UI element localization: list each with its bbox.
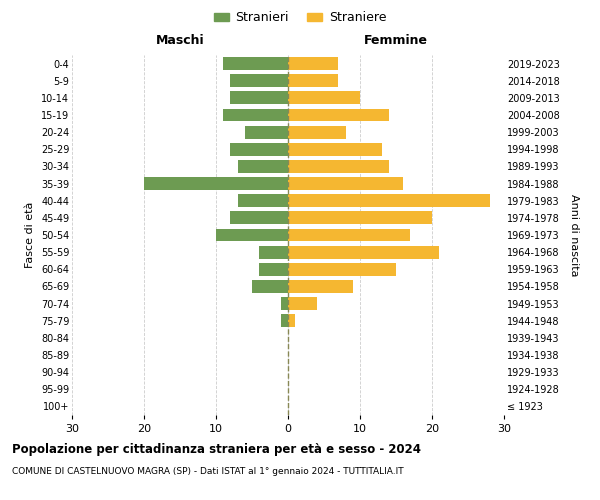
Bar	[238, 194, 288, 207]
Bar	[252, 280, 288, 293]
Bar	[245, 126, 288, 138]
Bar	[144, 177, 288, 190]
Bar	[288, 108, 389, 122]
Bar	[288, 194, 490, 207]
Bar	[281, 314, 288, 327]
Bar	[288, 228, 410, 241]
Y-axis label: Fasce di età: Fasce di età	[25, 202, 35, 268]
Bar	[230, 212, 288, 224]
Bar	[216, 228, 288, 241]
Bar	[288, 177, 403, 190]
Bar	[288, 246, 439, 258]
Bar	[230, 74, 288, 87]
Bar	[288, 160, 389, 173]
Bar	[223, 108, 288, 122]
Bar	[288, 126, 346, 138]
Bar	[281, 297, 288, 310]
Text: Femmine: Femmine	[364, 34, 428, 48]
Bar	[288, 263, 396, 276]
Bar	[223, 57, 288, 70]
Legend: Stranieri, Straniere: Stranieri, Straniere	[209, 6, 391, 29]
Text: Maschi: Maschi	[155, 34, 205, 48]
Bar	[259, 246, 288, 258]
Bar	[259, 263, 288, 276]
Bar	[230, 92, 288, 104]
Text: COMUNE DI CASTELNUOVO MAGRA (SP) - Dati ISTAT al 1° gennaio 2024 - TUTTITALIA.IT: COMUNE DI CASTELNUOVO MAGRA (SP) - Dati …	[12, 468, 404, 476]
Bar	[288, 297, 317, 310]
Bar	[288, 57, 338, 70]
Bar	[288, 280, 353, 293]
Bar	[288, 143, 382, 156]
Y-axis label: Anni di nascita: Anni di nascita	[569, 194, 579, 276]
Bar	[238, 160, 288, 173]
Bar	[288, 92, 360, 104]
Bar	[288, 314, 295, 327]
Bar	[288, 212, 432, 224]
Text: Popolazione per cittadinanza straniera per età e sesso - 2024: Popolazione per cittadinanza straniera p…	[12, 442, 421, 456]
Bar	[288, 74, 338, 87]
Bar	[230, 143, 288, 156]
